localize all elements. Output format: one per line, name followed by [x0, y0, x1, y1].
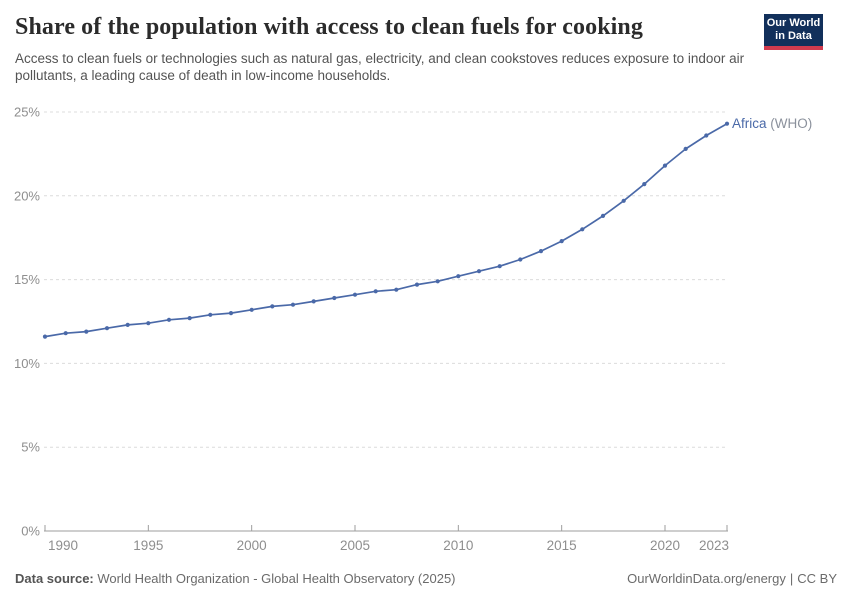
x-tick-label: 2005: [340, 538, 370, 553]
y-tick-label: 25%: [14, 105, 40, 120]
data-point[interactable]: [538, 249, 544, 254]
data-point[interactable]: [456, 274, 461, 279]
data-point[interactable]: [435, 279, 440, 284]
data-point[interactable]: [63, 331, 68, 336]
data-point[interactable]: [270, 304, 275, 309]
owid-logo-line1: Our World: [766, 17, 821, 29]
data-point[interactable]: [208, 312, 213, 317]
x-tick-label: 1990: [48, 538, 78, 553]
data-point[interactable]: [290, 302, 296, 307]
data-point[interactable]: [332, 295, 337, 301]
data-point[interactable]: [559, 239, 564, 244]
x-tick-label: 2000: [237, 538, 267, 553]
chart-header: Share of the population with access to c…: [15, 14, 835, 84]
data-point[interactable]: [704, 133, 709, 138]
data-point[interactable]: [352, 292, 358, 297]
chart-title: Share of the population with access to c…: [15, 14, 643, 40]
data-point[interactable]: [580, 227, 585, 232]
y-tick-label: 0%: [21, 524, 40, 539]
license-link[interactable]: CC BY: [797, 571, 837, 586]
x-tick-label: 1995: [133, 538, 163, 553]
data-point[interactable]: [104, 326, 110, 331]
y-tick-label: 15%: [14, 272, 40, 287]
data-point[interactable]: [683, 146, 688, 151]
data-point[interactable]: [394, 287, 399, 292]
footer-separator: |: [789, 571, 794, 586]
data-point[interactable]: [518, 257, 523, 262]
chart-subtitle: Access to clean fuels or technologies su…: [15, 51, 745, 83]
data-point[interactable]: [476, 269, 482, 274]
y-tick-label: 10%: [14, 356, 40, 371]
owid-logo-line2: in Data: [775, 30, 812, 42]
data-point[interactable]: [187, 316, 192, 321]
data-point[interactable]: [228, 311, 234, 316]
data-source-label: Data source:: [15, 571, 94, 586]
data-point[interactable]: [642, 182, 647, 187]
owid-logo[interactable]: Our World in Data: [764, 14, 823, 50]
data-source: Data source: World Health Organization -…: [15, 571, 456, 586]
data-source-value: World Health Organization - Global Healt…: [93, 571, 456, 586]
data-point[interactable]: [662, 163, 668, 168]
data-point[interactable]: [621, 198, 626, 203]
data-point[interactable]: [497, 264, 502, 269]
data-point[interactable]: [146, 321, 151, 326]
data-point[interactable]: [414, 282, 420, 287]
data-point[interactable]: [166, 317, 172, 322]
x-tick-label: 2015: [547, 538, 577, 553]
y-tick-label: 5%: [21, 440, 40, 455]
data-point[interactable]: [373, 289, 378, 294]
data-point[interactable]: [724, 121, 730, 126]
data-point[interactable]: [600, 213, 606, 218]
trend-line: [44, 122, 728, 338]
data-point[interactable]: [249, 307, 254, 312]
data-point[interactable]: [42, 334, 48, 339]
series-end-label[interactable]: Africa (WHO): [732, 116, 812, 131]
footer-links: OurWorldinData.org/energy | CC BY: [627, 571, 837, 586]
chart-footer: Data source: World Health Organization -…: [15, 571, 837, 586]
x-tick-label: 2020: [650, 538, 680, 553]
site-link[interactable]: OurWorldinData.org/energy: [627, 571, 786, 586]
data-point[interactable]: [84, 329, 89, 334]
y-tick-label: 20%: [14, 188, 40, 203]
data-point[interactable]: [125, 322, 130, 327]
x-tick-label: 2023: [699, 538, 729, 553]
x-tick-label: 2010: [443, 538, 473, 553]
line-chart[interactable]: 0% 5% 10% 15% 20% 25% 1990 1995 2000 2005 2010 2015…: [0, 95, 850, 565]
data-point[interactable]: [311, 299, 316, 304]
